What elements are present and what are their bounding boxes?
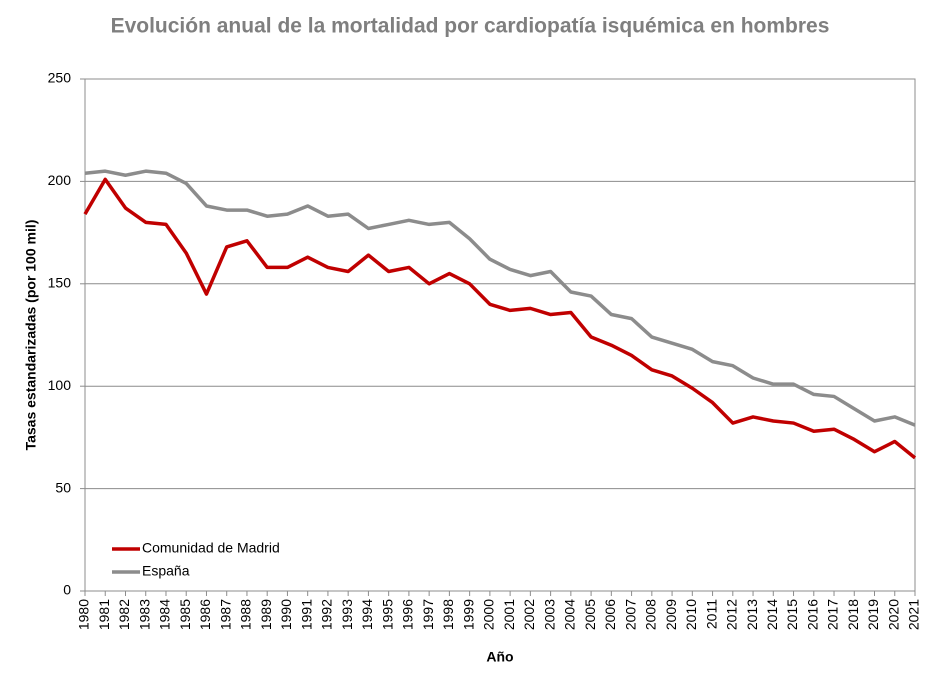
x-tick-label: 1990: [278, 599, 294, 630]
x-tick-label: 2002: [521, 599, 537, 630]
x-tick-label: 2017: [825, 599, 841, 630]
x-tick-label: 1996: [400, 599, 416, 630]
x-tick-label: 2020: [885, 599, 901, 630]
chart-title: Evolución anual de la mortalidad por car…: [111, 15, 830, 38]
series-line: [84, 169, 916, 427]
x-tick-label: 1987: [217, 599, 233, 630]
x-tick-label: 2014: [764, 599, 780, 630]
y-tick-label: 50: [55, 479, 71, 495]
x-tick-label: 1982: [116, 599, 132, 630]
y-tick-label: 100: [48, 377, 72, 393]
legend-label: Comunidad de Madrid: [142, 540, 280, 556]
x-tick-label: 1980: [76, 599, 92, 630]
x-tick-label: 2008: [643, 599, 659, 630]
legend-label: España: [142, 563, 190, 579]
x-tick-label: 2007: [622, 599, 638, 630]
x-tick-label: 2009: [663, 599, 679, 630]
x-tick-label: 1991: [298, 599, 314, 630]
x-tick-label: 2006: [602, 599, 618, 630]
x-tick-label: 1989: [258, 599, 274, 630]
x-tick-label: 2005: [582, 599, 598, 630]
x-tick-label: 1993: [339, 599, 355, 630]
x-tick-label: 2010: [683, 599, 699, 630]
y-axis-title: Tasas estandarizadas (por 100 mil): [23, 220, 39, 451]
x-tick-label: 1992: [319, 599, 335, 630]
x-tick-label: 2011: [703, 599, 719, 629]
x-tick-label: 2016: [804, 599, 820, 630]
x-tick-label: 1981: [96, 599, 112, 630]
x-tick-label: 2001: [501, 599, 517, 630]
x-tick-label: 1984: [157, 599, 173, 630]
y-tick-label: 250: [48, 70, 72, 86]
x-tick-label: 2018: [845, 599, 861, 630]
x-tick-label: 1995: [379, 599, 395, 630]
plot-frame: [84, 78, 916, 592]
x-axis-title: Año: [486, 649, 513, 665]
x-tick-label: 2021: [906, 599, 922, 630]
x-tick-label: 1994: [359, 599, 375, 630]
y-tick-label: 200: [48, 172, 72, 188]
x-tick-label: 1998: [440, 599, 456, 630]
x-tick-label: 1986: [197, 599, 213, 630]
x-tick-label: 1983: [136, 599, 152, 630]
x-tick-label: 1988: [238, 599, 254, 630]
x-tick-label: 2013: [744, 599, 760, 630]
x-tick-label: 2004: [562, 599, 578, 630]
x-tick-label: 2000: [481, 599, 497, 630]
x-tick-label: 1997: [420, 599, 436, 630]
x-tick-label: 1999: [460, 599, 476, 630]
y-tick-label: 150: [48, 275, 72, 291]
x-tick-label: 2012: [724, 599, 740, 630]
x-tick-label: 1985: [177, 599, 193, 630]
x-tick-label: 2003: [541, 599, 557, 630]
y-tick-label: 0: [63, 582, 71, 598]
x-tick-label: 2019: [865, 599, 881, 630]
x-tick-label: 2015: [784, 599, 800, 630]
series-line: [83, 177, 917, 460]
